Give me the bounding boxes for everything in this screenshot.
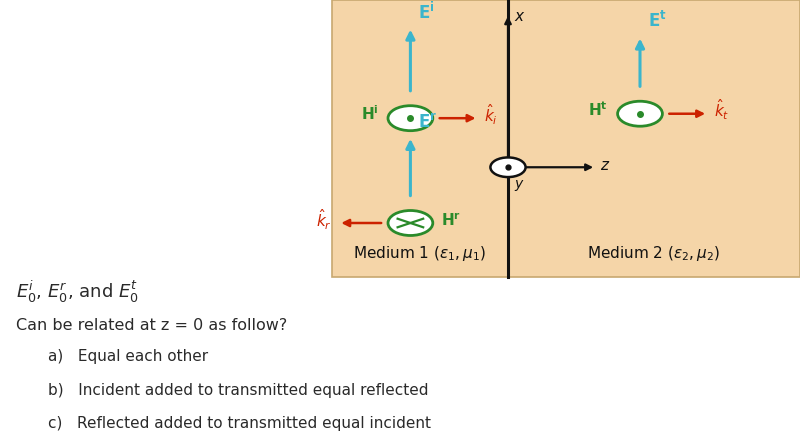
Circle shape [618, 101, 662, 126]
Text: $z$: $z$ [600, 157, 610, 173]
Text: a)   Equal each other: a) Equal each other [48, 349, 208, 364]
Bar [332, 0, 800, 277]
Text: $y$: $y$ [514, 178, 525, 194]
Text: $\mathbf{H^t}$: $\mathbf{H^t}$ [588, 100, 608, 119]
Text: $\hat{k}_i$: $\hat{k}_i$ [484, 102, 498, 127]
Text: c)   Reflected added to transmitted equal incident: c) Reflected added to transmitted equal … [48, 416, 431, 431]
Text: b)   Incident added to transmitted equal reflected: b) Incident added to transmitted equal r… [48, 383, 429, 398]
Circle shape [490, 157, 526, 177]
Circle shape [388, 211, 433, 235]
Text: Medium 1 ($\varepsilon_1, \mu_1$): Medium 1 ($\varepsilon_1, \mu_1$) [354, 244, 486, 263]
Text: $E_0^i$, $E_0^r$, and $E_0^t$: $E_0^i$, $E_0^r$, and $E_0^t$ [16, 279, 139, 305]
Text: $\mathbf{E^r}$: $\mathbf{E^r}$ [418, 113, 438, 132]
Text: Medium 2 ($\varepsilon_2, \mu_2$): Medium 2 ($\varepsilon_2, \mu_2$) [587, 244, 721, 263]
Text: $x$: $x$ [514, 9, 526, 24]
Text: $\mathbf{H^r}$: $\mathbf{H^r}$ [441, 212, 461, 229]
Text: $\hat{k}_t$: $\hat{k}_t$ [714, 98, 729, 123]
Text: Can be related at z = 0 as follow?: Can be related at z = 0 as follow? [16, 318, 287, 333]
Circle shape [388, 106, 433, 131]
Text: $\mathbf{H^i}$: $\mathbf{H^i}$ [361, 104, 378, 123]
Text: $\hat{k}_r$: $\hat{k}_r$ [316, 207, 332, 232]
Text: $\mathbf{E^i}$: $\mathbf{E^i}$ [418, 1, 435, 22]
Text: $\mathbf{E^t}$: $\mathbf{E^t}$ [648, 11, 666, 31]
